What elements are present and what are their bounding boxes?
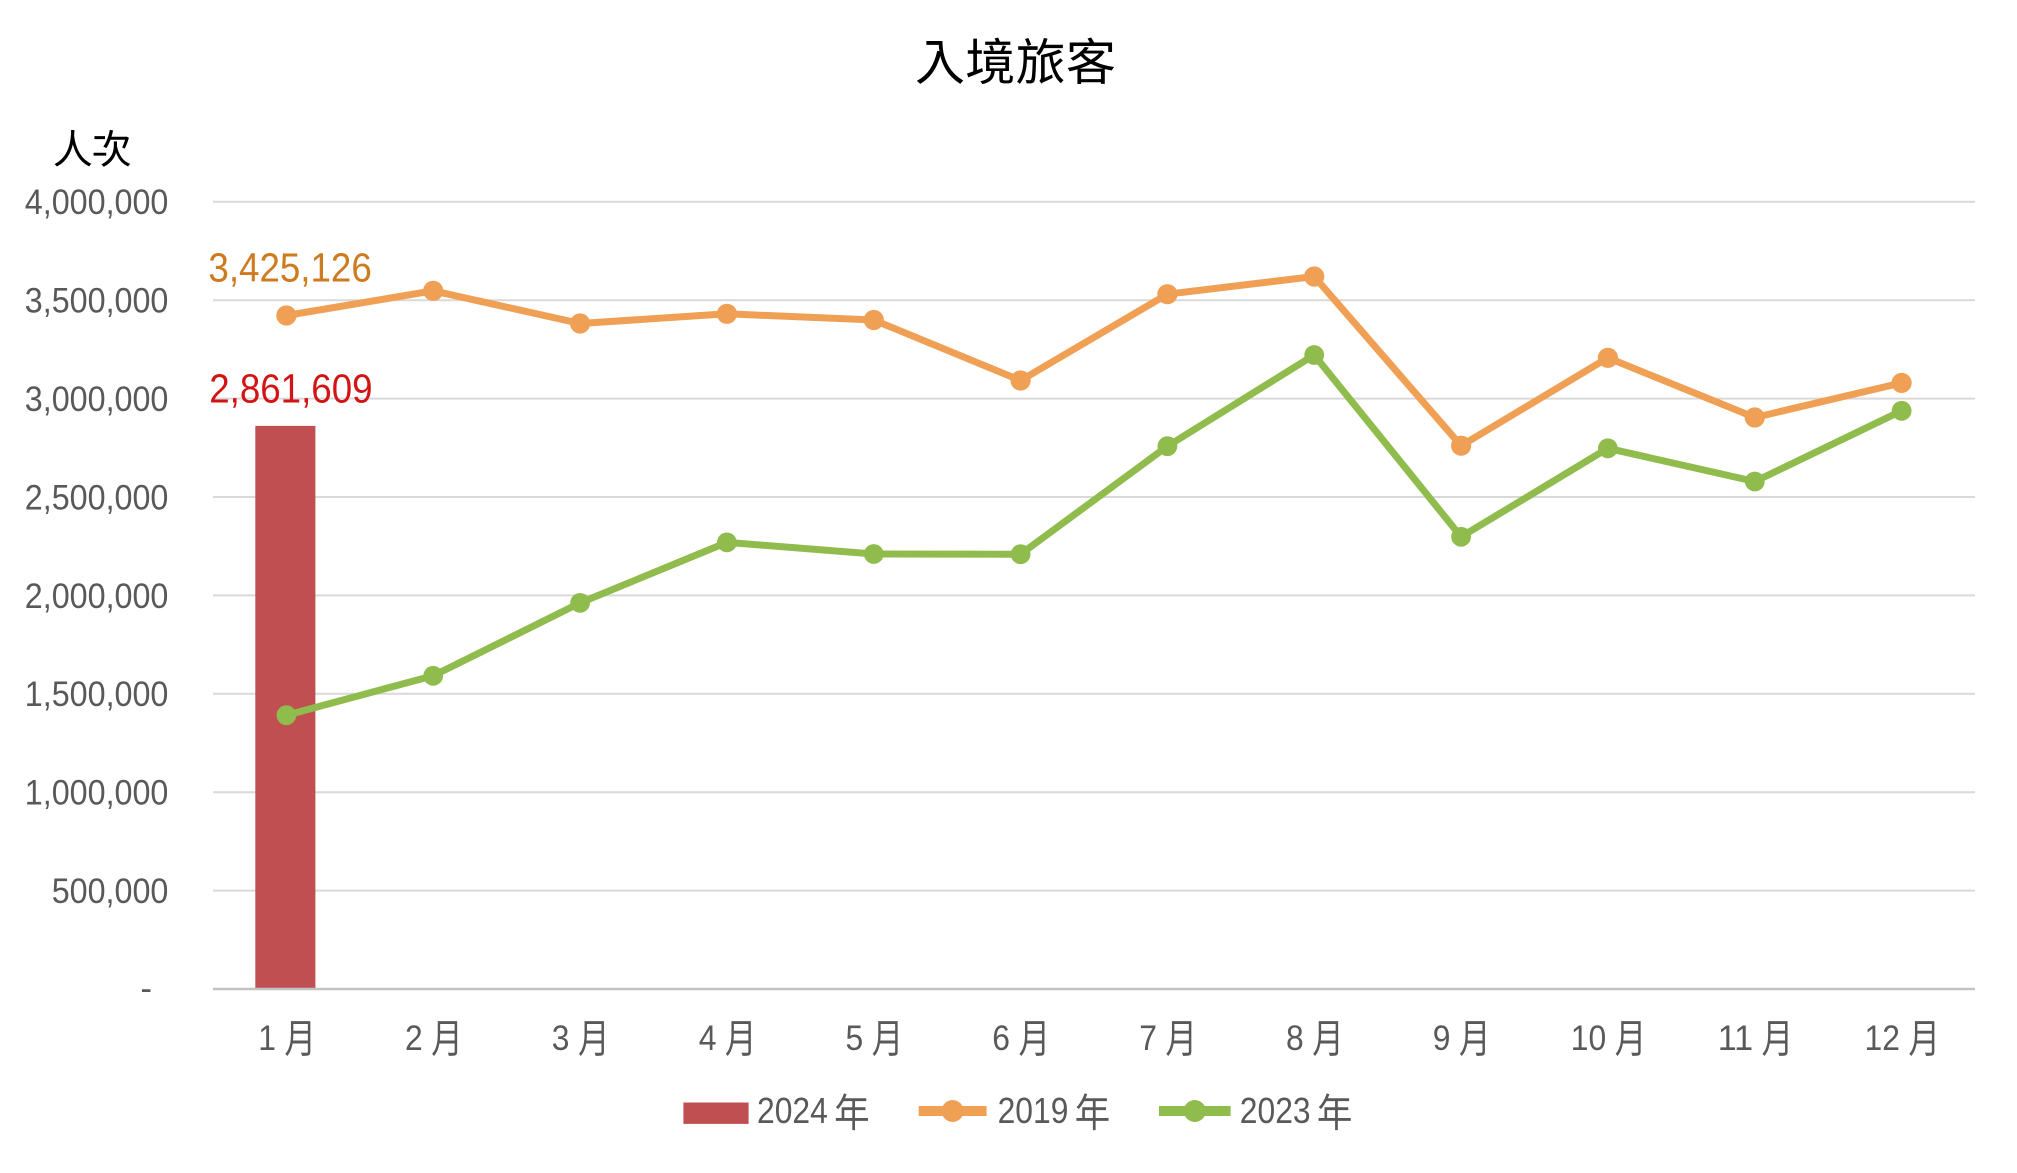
svg-text:3,000,000: 3,000,000 (25, 380, 169, 419)
svg-text:7: 7 (1139, 1019, 1157, 1058)
svg-text:500,000: 500,000 (52, 872, 169, 911)
svg-text:2019: 2019 (998, 1090, 1069, 1131)
svg-text:4: 4 (699, 1019, 717, 1058)
svg-text:6: 6 (992, 1019, 1010, 1058)
svg-text:10: 10 (1571, 1019, 1606, 1058)
svg-text:2,500,000: 2,500,000 (25, 478, 169, 517)
svg-text:11: 11 (1718, 1019, 1753, 1058)
svg-text:2023: 2023 (1240, 1090, 1311, 1131)
svg-text:4,000,000: 4,000,000 (25, 183, 169, 222)
svg-text:-: - (140, 969, 152, 1008)
svg-text:3,425,126: 3,425,126 (208, 244, 371, 290)
svg-text:8: 8 (1286, 1019, 1304, 1058)
svg-text:1: 1 (258, 1019, 276, 1058)
svg-text:2024: 2024 (757, 1090, 828, 1131)
svg-text:2: 2 (405, 1019, 423, 1058)
svg-text:2,861,609: 2,861,609 (209, 365, 372, 411)
svg-text:3: 3 (552, 1019, 570, 1058)
svg-text:12: 12 (1865, 1019, 1900, 1058)
svg-text:1,000,000: 1,000,000 (25, 774, 169, 813)
svg-text:5: 5 (846, 1019, 864, 1058)
svg-text:2,000,000: 2,000,000 (25, 577, 169, 616)
svg-text:9: 9 (1433, 1019, 1451, 1058)
svg-text:1,500,000: 1,500,000 (25, 675, 169, 714)
svg-text:3,500,000: 3,500,000 (25, 282, 169, 321)
